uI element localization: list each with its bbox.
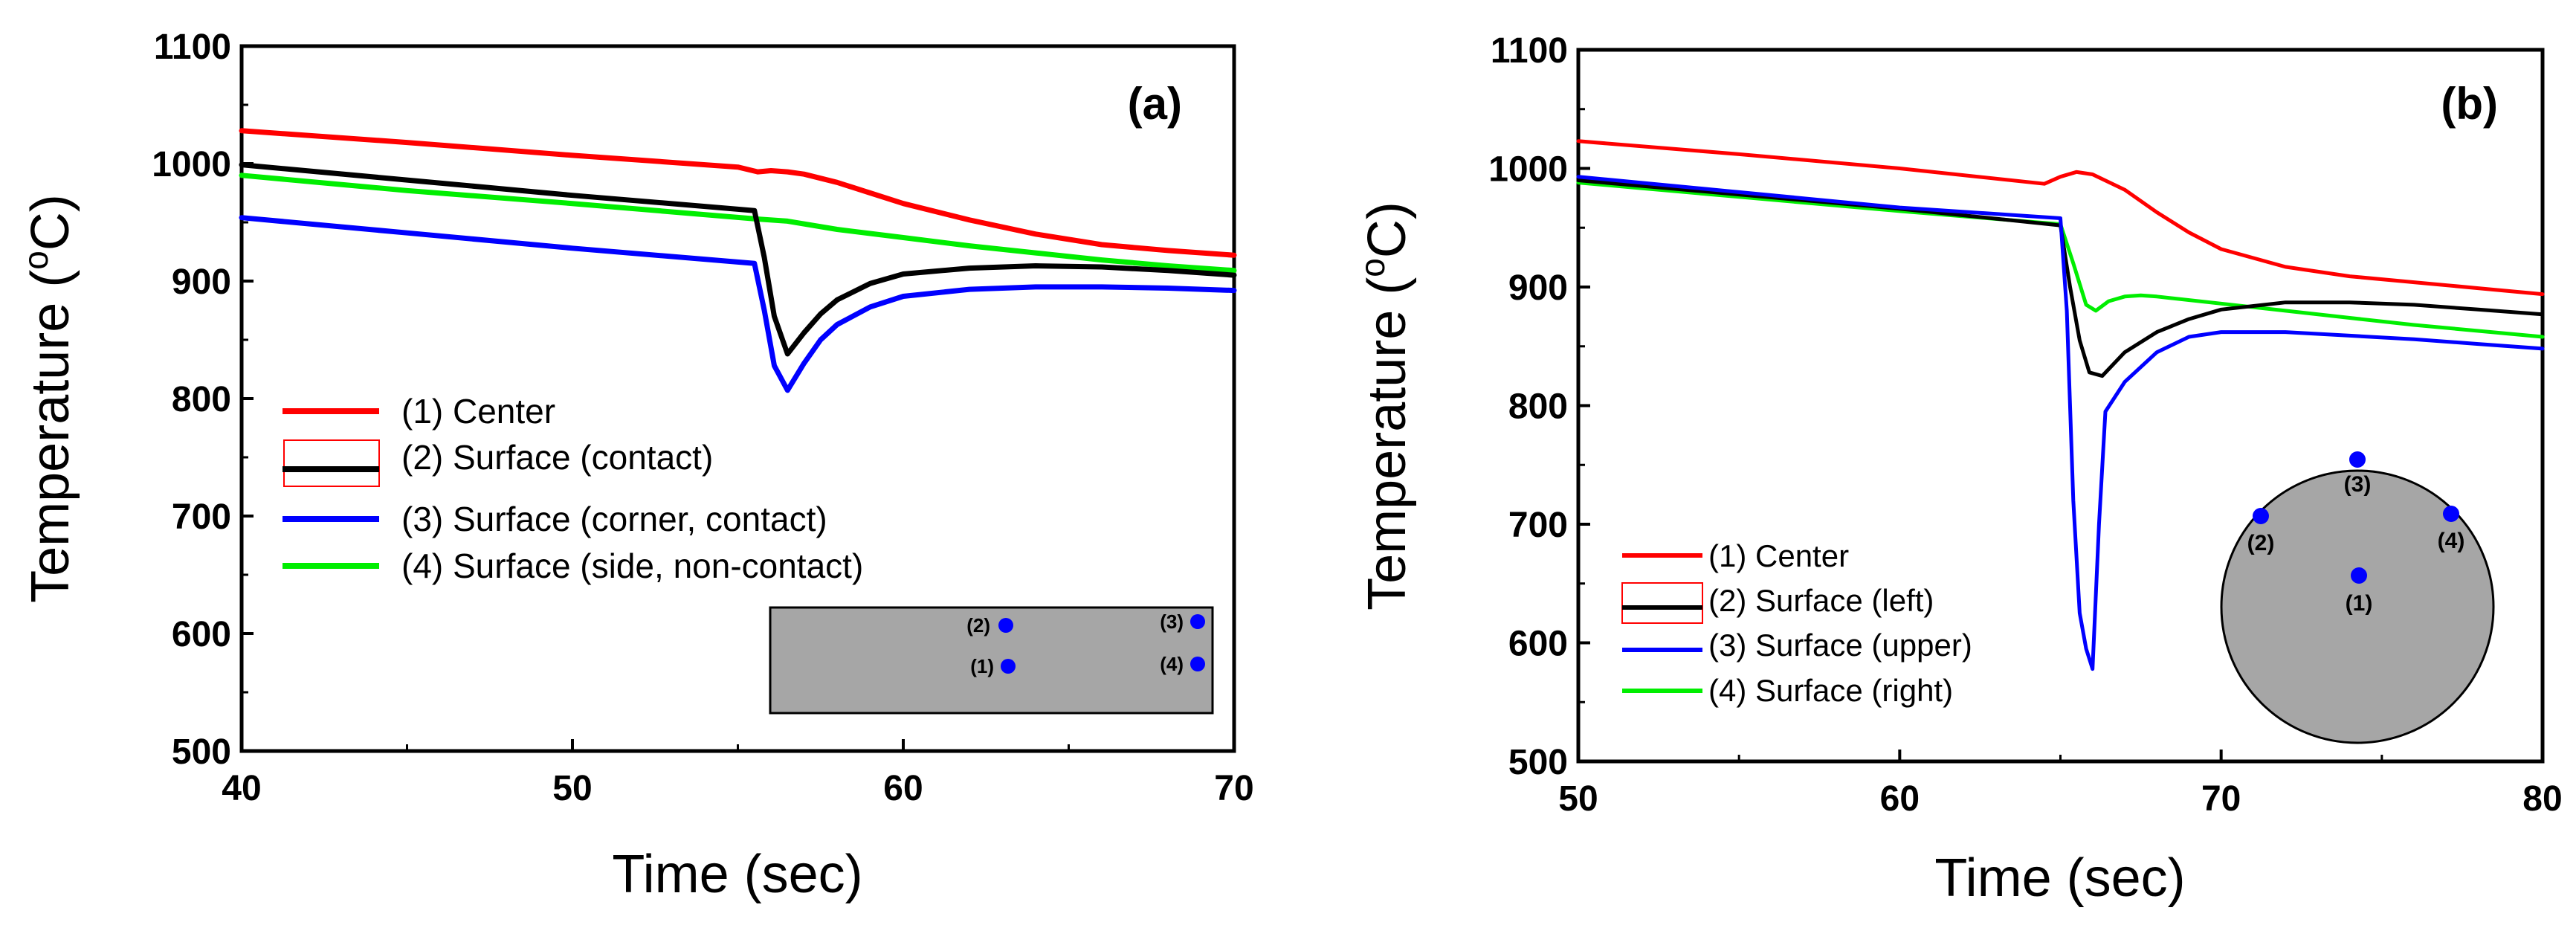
y-axis-label-b: Temperature (oC) [1353,202,1417,610]
y-tick-label-b: 1100 [1491,31,1568,71]
y-tick-label-b: 1000 [1488,150,1568,190]
series-line-2-b [1576,178,2545,378]
legend-box-a [283,439,380,487]
y-tick-label-b: 800 [1508,387,1568,427]
legend-label-right-b: (4) Surface (right) [1708,673,1953,708]
legend-label-center-a: (1) Center [401,392,555,431]
y-tick-label-a: 1000 [152,145,231,184]
x-tick-label-a: 40 [222,769,261,808]
series-line-1-a [239,128,1237,258]
inset-point-2-b [2253,508,2269,524]
inset-a: (2) (3) (1) (4) [769,606,1214,715]
legend-label-center-b: (1) Center [1708,538,1849,573]
x-tick-label-b: 80 [2522,779,2562,819]
y-tick-label-a: 700 [172,497,231,537]
x-tick-label-a: 70 [1214,769,1253,808]
inset-label-4-a: (4) [1160,653,1184,675]
series-line-4-b [1576,181,2545,339]
x-tick-label-a: 60 [883,769,923,808]
legend-label-left-b: (2) Surface (left) [1708,583,1934,618]
legend-box-b [1621,582,1703,624]
y-tick-label-a: 1100 [154,28,231,67]
y-tick-label-b: 700 [1508,506,1568,545]
legend-label-contact-a: (2) Surface (contact) [401,438,713,477]
y-tick-label-b: 500 [1508,743,1568,782]
panel-label-a: (a) [1128,79,1182,129]
inset-label-4-b: (4) [2438,529,2465,553]
series-line-3-b [1576,175,2545,671]
inset-point-1-b [2351,567,2367,584]
legend-label-side-a: (4) Surface (side, non-contact) [401,547,863,585]
y-tick-label-a: 800 [172,380,231,419]
x-axis-label-a: Time (sec) [612,845,862,904]
y-axis-label-b-degree: o [1353,258,1392,277]
inset-label-3-a: (3) [1160,610,1184,633]
inset-circle-b [2220,469,2495,744]
inset-label-3-b: (3) [2344,472,2372,497]
inset-label-2-a: (2) [966,614,990,636]
inset-point-4-a [1190,657,1205,671]
chart-panel-b: 500 600 700 800 900 1000 1100 50 60 70 80 (b) Tim… [1353,31,2563,908]
y-axis-label-a-degree: o [16,251,55,270]
y-axis-label-a-tail: C) [21,194,80,251]
y-axis-label-a: Temperature (oC) [16,194,80,603]
inset-point-1-a [1001,659,1016,674]
legend-label-corner-a: (3) Surface (corner, contact) [401,500,827,538]
y-axis-label-b-base: Temperature ( [1358,277,1417,610]
y-tick-label-a: 600 [172,615,231,654]
inset-point-4-b [2443,506,2459,522]
x-tick-label-b: 70 [2201,779,2241,819]
inset-point-3-a [1190,614,1205,629]
inset-point-2-a [998,618,1013,633]
x-axis-ticks-a: 40 50 60 70 [222,739,1254,808]
series-line-3-a [239,215,1237,393]
legend-b: (1) Center (2) Surface (left) (3) Surfac… [1621,538,1972,708]
y-tick-label-b: 600 [1508,625,1568,664]
series-group-a [239,128,1237,393]
legend-a: (1) Center (2) Surface (contact) (3) Sur… [283,392,863,585]
inset-label-2-b: (2) [2247,531,2275,555]
x-tick-label-b: 50 [1558,779,1598,819]
inset-label-1-a: (1) [970,655,994,677]
x-axis-label-b: Time (sec) [1934,848,2185,908]
x-tick-label-a: 50 [552,769,592,808]
inset-point-3-b [2349,451,2366,468]
series-line-4-a [239,173,1237,274]
x-axis-ticks-b: 50 60 70 80 [1558,750,2563,819]
inset-b: (3) (2) (4) (1) [2220,451,2495,744]
series-group-b [1576,139,2545,671]
series-line-1-b [1576,139,2545,297]
y-axis-ticks-b: 500 600 700 800 900 1000 1100 [1488,31,1590,782]
y-axis-ticks-a: 500 600 700 800 900 1000 1100 [152,28,254,772]
chart-panel-a: 500 600 700 800 900 1000 1100 40 50 60 70 (a) Tim… [16,28,1254,904]
inset-label-1-b: (1) [2346,591,2373,616]
x-tick-label-b: 60 [1880,779,1920,819]
y-axis-label-a-base: Temperature ( [21,270,80,603]
y-tick-label-a: 500 [172,732,231,772]
series-line-2-a [239,162,1237,357]
legend-label-upper-b: (3) Surface (upper) [1708,628,1972,663]
y-tick-label-a: 900 [172,262,231,302]
inset-rectangle-a [769,606,1214,715]
y-axis-label-b-tail: C) [1358,202,1417,258]
panel-label-b: (b) [2441,79,2498,129]
y-tick-label-b: 900 [1508,268,1568,308]
